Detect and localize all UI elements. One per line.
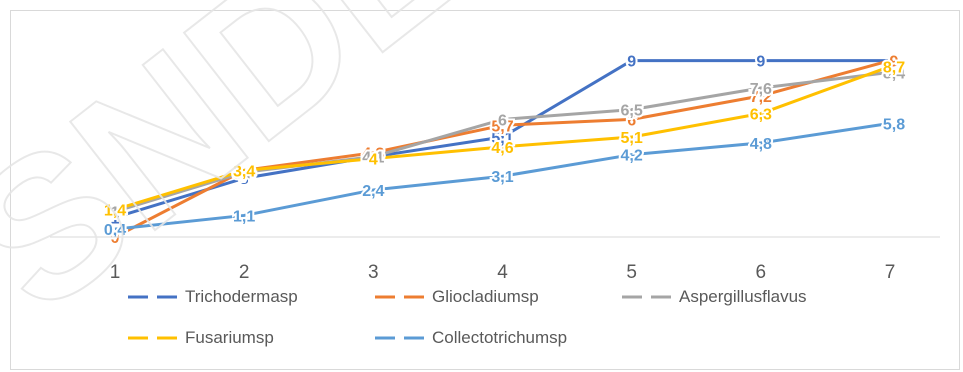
x-tick-label: 6 (756, 262, 767, 283)
data-label: 3,4 (233, 163, 255, 180)
data-label: 8,7 (883, 59, 905, 76)
data-label: 0 (111, 230, 120, 247)
data-label: 9 (890, 54, 899, 71)
data-label: 4,1 (362, 150, 384, 167)
data-label: 3,1 (491, 169, 513, 186)
data-label: 3,4 (233, 163, 255, 180)
data-label: 6 (627, 112, 636, 129)
series-line (114, 59, 890, 219)
data-label: 1,4 (104, 203, 126, 220)
data-label: 0,4 (104, 222, 126, 239)
x-tick-label: 2 (239, 262, 250, 283)
data-label: 7,2 (750, 89, 772, 106)
data-label: 9 (890, 54, 899, 71)
data-label: 1,1 (233, 208, 255, 225)
legend-label: Aspergillusflavus (679, 287, 807, 306)
data-label: 5,7 (491, 118, 513, 135)
data-label: 1 (111, 205, 120, 222)
data-label: 9 (756, 54, 765, 71)
data-label: 9 (627, 54, 636, 71)
data-label: 8,4 (883, 65, 905, 82)
data-label: 2,4 (362, 183, 384, 200)
data-label: 4,3 (362, 146, 384, 163)
x-tick-label: 5 (626, 262, 637, 283)
legend-label: Trichodermasp (185, 287, 298, 306)
x-tick-label: 4 (497, 262, 508, 283)
legend-label: Gliocladiumsp (432, 287, 539, 306)
data-label: 4 (369, 152, 378, 169)
data-label: 5,1 (491, 130, 513, 147)
legend-label: Collectotrichumsp (432, 328, 567, 347)
data-label: 4,1 (362, 150, 384, 167)
data-label: 5,1 (621, 130, 643, 147)
data-label: 6,5 (621, 103, 643, 120)
series-line (114, 65, 891, 211)
data-label: 4,6 (491, 140, 513, 157)
data-label: 7,6 (750, 81, 772, 98)
data-label: 1 (111, 210, 120, 227)
series-line (114, 121, 891, 231)
legend-label: Fusariumsp (185, 328, 274, 347)
data-label: 5,8 (883, 116, 905, 133)
data-label: 4,2 (621, 148, 643, 165)
x-tick-label: 1 (110, 262, 121, 283)
data-label: 6,3 (750, 107, 772, 124)
x-tick-label: 7 (885, 262, 896, 283)
data-label: 4,8 (750, 136, 772, 153)
x-tick-label: 3 (368, 262, 379, 283)
data-label: 6 (498, 112, 507, 129)
data-label: 3,3 (233, 165, 255, 182)
chart-frame (10, 10, 960, 370)
series-line (114, 70, 891, 213)
data-label: 3 (240, 171, 249, 188)
